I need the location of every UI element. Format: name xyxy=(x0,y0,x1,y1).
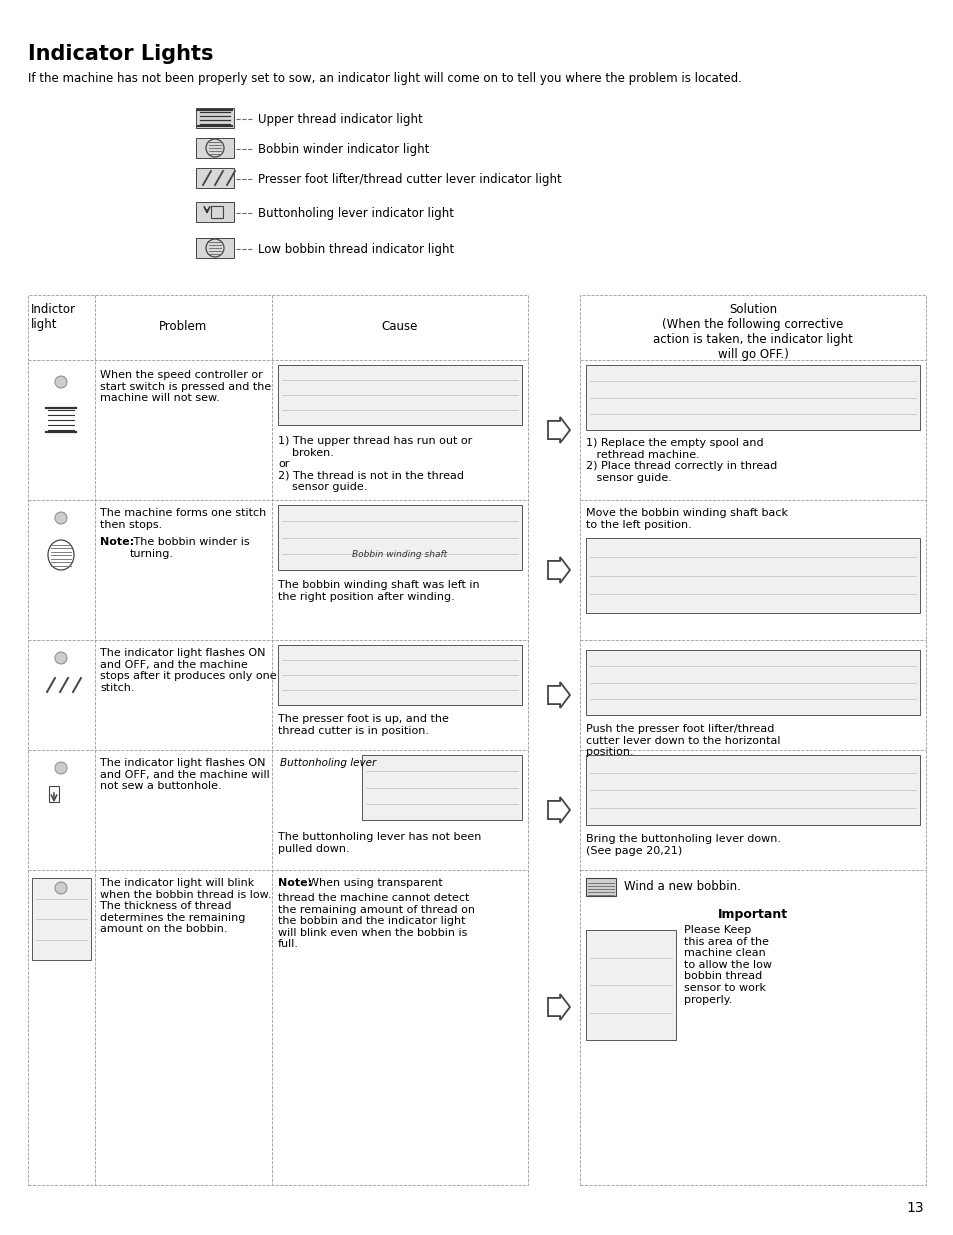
Text: Indictor
light: Indictor light xyxy=(30,303,76,331)
Text: Indicator Lights: Indicator Lights xyxy=(28,44,213,64)
Circle shape xyxy=(55,375,67,388)
Bar xyxy=(211,206,223,219)
Text: Buttonholing lever indicator light: Buttonholing lever indicator light xyxy=(257,207,454,220)
Circle shape xyxy=(55,882,67,894)
Text: The indicator light flashes ON
and OFF, and the machine
stops after it produces : The indicator light flashes ON and OFF, … xyxy=(100,648,276,693)
Text: The indicator light flashes ON
and OFF, and the machine will
not sew a buttonhol: The indicator light flashes ON and OFF, … xyxy=(100,758,270,792)
Text: 1) Replace the empty spool and
   rethread machine.
2) Place thread correctly in: 1) Replace the empty spool and rethread … xyxy=(585,438,777,483)
Bar xyxy=(28,295,527,1186)
Circle shape xyxy=(55,762,67,774)
Bar xyxy=(585,538,919,613)
Text: The machine forms one stitch
then stops.: The machine forms one stitch then stops. xyxy=(100,508,266,530)
Text: Bring the buttonholing lever down.
(See page 20,21): Bring the buttonholing lever down. (See … xyxy=(585,834,781,856)
Text: Low bobbin thread indicator light: Low bobbin thread indicator light xyxy=(257,243,454,256)
Text: Wind a new bobbin.: Wind a new bobbin. xyxy=(623,881,740,893)
Text: When the speed controller or
start switch is pressed and the
machine will not se: When the speed controller or start switc… xyxy=(100,370,271,403)
Bar xyxy=(32,878,91,960)
Text: The indicator light will blink
when the bobbin thread is low.
The thickness of t: The indicator light will blink when the … xyxy=(100,878,271,935)
Text: The buttonholing lever has not been
pulled down.: The buttonholing lever has not been pull… xyxy=(277,832,481,853)
Bar xyxy=(195,203,233,222)
Text: Presser foot lifter/thread cutter lever indicator light: Presser foot lifter/thread cutter lever … xyxy=(257,173,561,186)
Text: Problem: Problem xyxy=(159,320,207,333)
Bar xyxy=(585,366,919,430)
Bar xyxy=(579,295,925,1186)
Text: Please Keep
this area of the
machine clean
to allow the low
bobbin thread
sensor: Please Keep this area of the machine cle… xyxy=(683,925,771,1004)
Text: Buttonholing lever: Buttonholing lever xyxy=(280,758,375,768)
Bar xyxy=(195,107,233,128)
Text: Important: Important xyxy=(718,908,787,921)
Bar xyxy=(277,366,521,425)
Text: The bobbin winder is
turning.: The bobbin winder is turning. xyxy=(130,537,250,558)
Bar xyxy=(585,755,919,825)
Bar xyxy=(585,878,616,897)
Bar xyxy=(195,238,233,258)
Text: When using transparent: When using transparent xyxy=(308,878,442,888)
Text: The bobbin winding shaft was left in
the right position after winding.: The bobbin winding shaft was left in the… xyxy=(277,580,479,601)
Text: Move the bobbin winding shaft back
to the left position.: Move the bobbin winding shaft back to th… xyxy=(585,508,787,530)
Bar xyxy=(49,785,59,802)
Bar xyxy=(195,168,233,188)
Text: 13: 13 xyxy=(905,1200,923,1215)
Bar xyxy=(585,930,676,1040)
Circle shape xyxy=(55,652,67,664)
Bar xyxy=(361,755,521,820)
Bar xyxy=(195,138,233,158)
Text: thread the machine cannot detect
the remaining amount of thread on
the bobbin an: thread the machine cannot detect the rem… xyxy=(277,893,475,950)
Text: Bobbin winder indicator light: Bobbin winder indicator light xyxy=(257,143,429,156)
Text: Upper thread indicator light: Upper thread indicator light xyxy=(257,112,422,126)
Text: Cause: Cause xyxy=(381,320,417,333)
Text: Note:: Note: xyxy=(277,878,312,888)
Text: Solution
(When the following corrective
action is taken, the indicator light
wil: Solution (When the following corrective … xyxy=(653,303,852,361)
Text: If the machine has not been properly set to sow, an indicator light will come on: If the machine has not been properly set… xyxy=(28,72,741,85)
Bar xyxy=(585,650,919,715)
Bar xyxy=(277,505,521,571)
Text: Bobbin winding shaft: Bobbin winding shaft xyxy=(352,550,447,559)
Circle shape xyxy=(55,513,67,524)
Text: Push the presser foot lifter/thread
cutter lever down to the horizontal
position: Push the presser foot lifter/thread cutt… xyxy=(585,724,780,757)
Bar xyxy=(277,645,521,705)
Text: The presser foot is up, and the
thread cutter is in position.: The presser foot is up, and the thread c… xyxy=(277,714,449,736)
Text: Note:: Note: xyxy=(100,537,134,547)
Text: 1) The upper thread has run out or
    broken.
or
2) The thread is not in the th: 1) The upper thread has run out or broke… xyxy=(277,436,472,493)
